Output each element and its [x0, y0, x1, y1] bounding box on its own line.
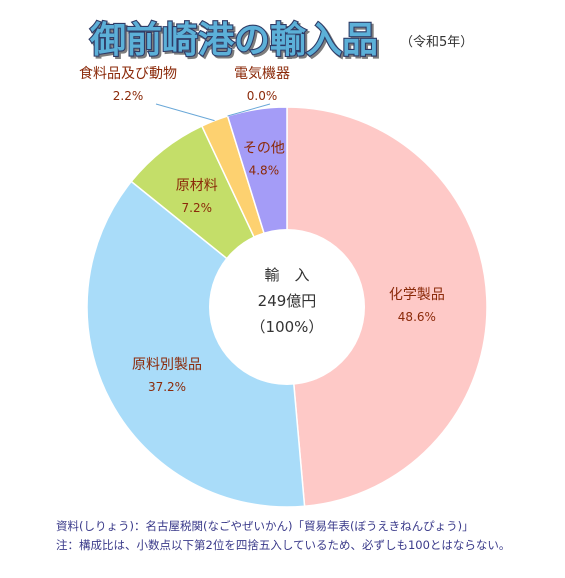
slice-0-name-label: 化学製品 — [389, 287, 445, 303]
chart-subtitle: （令和5年） — [400, 35, 473, 50]
center-label-total: 249億円 — [258, 292, 317, 310]
slice-3-leader-line — [155, 103, 215, 122]
slice-1-value-label: 37.2% — [148, 380, 186, 394]
chart-title: 御前崎港の輸入品 — [89, 20, 378, 61]
slice-1-name-label: 原料別製品 — [132, 357, 202, 373]
slice-0-value-label: 48.6% — [398, 310, 436, 324]
source-note: 資料(しりょう)：名古屋税関(なごやぜいかん)「貿易年表(ぼうえきねんぴょう)」 — [56, 519, 474, 533]
slice-4-leader-line — [227, 103, 271, 117]
slice-2-name-label: 原材料 — [176, 178, 218, 194]
slice-5-value-label: 4.8% — [249, 164, 280, 178]
footnote: 注：構成比は、小数点以下第2位を四捨五入しているため、必ずしも100とはならない… — [56, 538, 511, 552]
donut-hole — [209, 229, 365, 385]
slice-0-wedge — [286, 106, 488, 508]
leader-lines — [155, 103, 271, 122]
slice-1-wedge — [86, 180, 306, 508]
center-label-percent: （100%） — [251, 318, 324, 336]
slice-4-value-label: 0.0% — [247, 89, 278, 103]
slice-5-name-label: その他 — [243, 141, 285, 157]
slice-2-value-label: 7.2% — [182, 201, 213, 215]
slice-4-name-label: 電気機器 — [234, 66, 290, 82]
slice-labels: 化学製品 48.6% 原料別製品 37.2% 原材料 7.2% 食料品及び動物 2.2% 電気機… — [79, 65, 445, 394]
center-label-title: 輸 入 — [264, 266, 309, 284]
slice-3-name-label: 食料品及び動物 — [79, 65, 177, 82]
slice-3-value-label: 2.2% — [113, 89, 144, 103]
